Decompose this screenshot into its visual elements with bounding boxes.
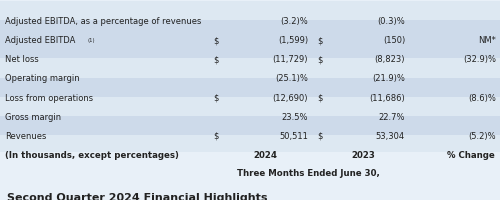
Text: (32.9)%: (32.9)%: [463, 55, 496, 64]
Text: Operating margin: Operating margin: [5, 74, 80, 83]
Text: Three Months Ended June 30,: Three Months Ended June 30,: [236, 168, 380, 177]
Text: Adjusted EBITDA, as a percentage of revenues: Adjusted EBITDA, as a percentage of reve…: [5, 17, 202, 26]
Text: $: $: [317, 55, 322, 64]
Text: NM*: NM*: [478, 36, 496, 45]
Text: $: $: [317, 36, 322, 45]
Text: (25.1)%: (25.1)%: [275, 74, 308, 83]
Text: 2024: 2024: [253, 150, 277, 159]
Text: 53,304: 53,304: [376, 131, 405, 140]
Text: $: $: [213, 55, 218, 64]
Text: (11,686): (11,686): [369, 93, 405, 102]
Text: (12,690): (12,690): [272, 93, 308, 102]
Text: 2023: 2023: [351, 150, 375, 159]
Text: $: $: [213, 131, 218, 140]
Text: Second Quarter 2024 Financial Highlights: Second Quarter 2024 Financial Highlights: [7, 192, 268, 200]
Text: (21.9)%: (21.9)%: [372, 74, 405, 83]
Text: (5.2)%: (5.2)%: [468, 131, 496, 140]
Text: (150): (150): [383, 36, 405, 45]
Text: $: $: [213, 36, 218, 45]
Text: % Change: % Change: [448, 150, 495, 159]
Text: (8,823): (8,823): [374, 55, 405, 64]
Text: Revenues: Revenues: [5, 131, 46, 140]
Text: (8.6)%: (8.6)%: [468, 93, 496, 102]
Text: Net loss: Net loss: [5, 55, 39, 64]
Text: 23.5%: 23.5%: [282, 112, 308, 121]
Text: Adjusted EBITDA: Adjusted EBITDA: [5, 36, 76, 45]
Text: $: $: [213, 93, 218, 102]
Text: $: $: [317, 93, 322, 102]
Text: (0.3)%: (0.3)%: [378, 17, 405, 26]
Text: (1): (1): [87, 38, 94, 43]
Text: (11,729): (11,729): [272, 55, 308, 64]
Text: Loss from operations: Loss from operations: [5, 93, 93, 102]
Text: 50,511: 50,511: [279, 131, 308, 140]
Text: (3.2)%: (3.2)%: [280, 17, 308, 26]
Text: $: $: [317, 131, 322, 140]
Text: (1,599): (1,599): [278, 36, 308, 45]
Text: (In thousands, except percentages): (In thousands, except percentages): [5, 150, 179, 159]
Text: 22.7%: 22.7%: [378, 112, 405, 121]
Text: Gross margin: Gross margin: [5, 112, 61, 121]
